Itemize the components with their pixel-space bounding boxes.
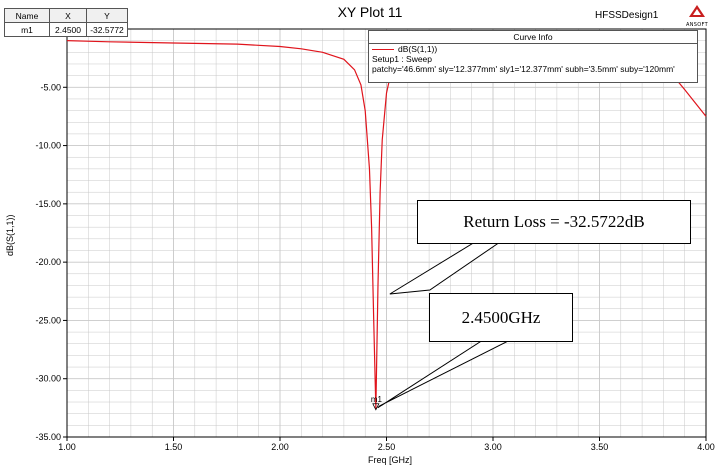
- x-tick-label: 2.50: [378, 442, 396, 452]
- x-tick-label: 3.50: [591, 442, 609, 452]
- marker-header-name: Name: [4, 8, 50, 23]
- x-tick-label: 1.50: [165, 442, 183, 452]
- x-tick-label: 4.00: [697, 442, 715, 452]
- x-axis-label: Freq [GHz]: [367, 455, 412, 465]
- legend-line-swatch: [372, 49, 394, 51]
- marker-header-x: X: [49, 8, 87, 23]
- marker-m1-triangle: [372, 403, 380, 411]
- marker-name-cell: m1: [4, 22, 50, 37]
- curve-info-legend: Curve Info dB(S(1,1)) Setup1 : Sweep pat…: [368, 30, 698, 83]
- x-tick-label: 1.00: [58, 442, 76, 452]
- y-tick-label: -35.00: [35, 432, 61, 442]
- marker-table-header: Name X Y: [4, 8, 128, 23]
- ansoft-logo-text: ANSOFT: [686, 22, 708, 28]
- curve-info-title: Curve Info: [369, 31, 697, 44]
- plot-grid: [66, 28, 707, 438]
- x-tick-label: 2.00: [271, 442, 289, 452]
- y-tick-label: -30.00: [35, 374, 61, 384]
- frequency-callout: 2.4500GHz: [429, 293, 573, 342]
- return-loss-callout-tail: [389, 241, 502, 295]
- ansoft-logo-icon: [689, 5, 705, 17]
- plot-title: XY Plot 11: [337, 4, 403, 20]
- legend-entry: dB(S(1,1)): [369, 44, 697, 54]
- frequency-callout-tail: [377, 339, 511, 409]
- marker-m1-label: m1: [371, 395, 383, 404]
- legend-params: patchy='46.6mm' sly='12.377mm' sly1='12.…: [372, 64, 675, 74]
- marker-table-row: m1 2.4500 -32.5772: [4, 22, 128, 37]
- x-tick-label: 3.00: [484, 442, 502, 452]
- ansoft-logo: ANSOFT: [680, 4, 714, 28]
- design-name: HFSSDesign1: [595, 10, 659, 21]
- marker-x-cell: 2.4500: [49, 22, 87, 37]
- axis-ticks: [63, 86, 707, 441]
- marker-layer: m1: [371, 395, 383, 411]
- marker-y-cell: -32.5772: [86, 22, 128, 37]
- marker-table: Name X Y m1 2.4500 -32.5772: [4, 8, 128, 37]
- y-tick-label: -10.00: [35, 141, 61, 151]
- legend-trace-label: dB(S(1,1)): [398, 44, 438, 54]
- y-tick-label: -15.00: [35, 199, 61, 209]
- legend-setup: Setup1 : Sweep: [372, 54, 433, 64]
- axis-tick-labels: 1.00 1.50 2.00 2.50 3.00 3.50 4.00 -5.00 -10.00 -…: [35, 82, 714, 452]
- marker-header-y: Y: [86, 8, 128, 23]
- y-tick-label: -5.00: [40, 82, 61, 92]
- return-loss-callout: Return Loss = -32.5722dB: [417, 200, 691, 244]
- y-tick-label: -25.00: [35, 315, 61, 325]
- y-axis-label: dB(S(1,1)): [5, 214, 15, 256]
- y-tick-label: -20.00: [35, 257, 61, 267]
